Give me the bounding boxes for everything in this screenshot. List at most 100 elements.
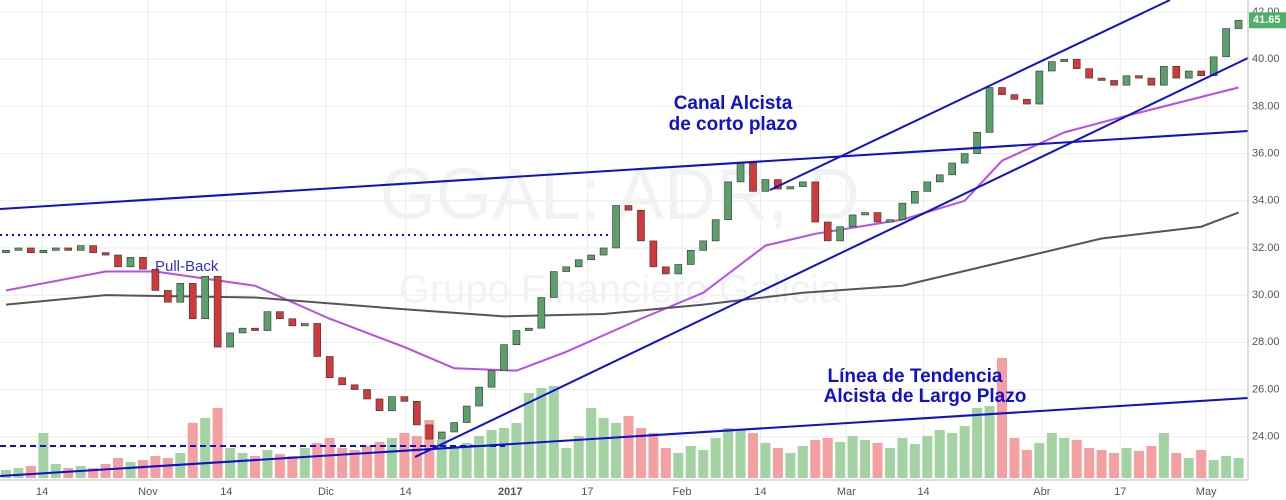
volume-bar: [1021, 450, 1032, 478]
candle-body: [749, 162, 757, 192]
volume-bar: [1121, 448, 1132, 478]
x-tick-label: Mar: [837, 486, 856, 498]
candle-body: [537, 297, 546, 329]
candle-body: [325, 356, 334, 379]
volume-bar: [225, 448, 236, 478]
candle-body: [1184, 70, 1193, 79]
volume-bar: [1084, 448, 1095, 478]
candle-body: [973, 132, 981, 154]
candle-body: [985, 87, 994, 133]
candle-body: [898, 202, 907, 220]
volume-bar: [1096, 450, 1107, 478]
candle-body: [873, 212, 882, 223]
y-tick-label: 36.00: [1252, 147, 1280, 159]
volume-bar: [1133, 451, 1144, 478]
annotation: de corto plazo: [669, 114, 798, 135]
last-price-label: 41.65: [1253, 14, 1281, 26]
watermark-subtitle: Grupo Financiero Galicia: [399, 268, 842, 312]
volume-bar: [1233, 458, 1244, 478]
candle-body: [935, 174, 944, 183]
candle-body: [1160, 65, 1168, 86]
candle-body: [649, 240, 658, 268]
overlay-layer: [5, 86, 1239, 372]
y-tick-label: 24.00: [1252, 431, 1280, 443]
candle-body: [288, 318, 297, 327]
volume-bar: [187, 423, 198, 478]
volume-bar: [984, 406, 995, 478]
candle-body: [512, 330, 521, 345]
candle-body: [76, 245, 85, 251]
volume-bar: [200, 418, 211, 478]
candle-body: [425, 424, 434, 440]
volume-bar: [399, 433, 410, 478]
volume-bar: [785, 453, 796, 478]
volume-bar: [822, 438, 833, 478]
candle-body: [612, 205, 620, 249]
volume-bar: [287, 456, 298, 478]
candle-body: [624, 205, 633, 211]
volume-bar: [1071, 440, 1082, 478]
volume-bar: [50, 464, 61, 478]
x-tick-label: Feb: [673, 486, 692, 498]
volume-bar: [449, 448, 460, 478]
candle-body: [300, 323, 309, 327]
volume-bar: [561, 448, 572, 478]
candle-body: [238, 327, 247, 334]
candle-body: [1023, 99, 1031, 105]
candle-body: [848, 214, 857, 228]
volume-bar: [648, 433, 659, 478]
volume-bar: [312, 443, 323, 478]
candle-body: [213, 275, 222, 348]
x-tick-label: 14: [917, 486, 929, 498]
background: [0, 0, 1248, 480]
volume-bar: [299, 448, 310, 478]
candle-body: [662, 266, 670, 275]
volume-bar: [13, 468, 24, 478]
candle-body: [475, 386, 483, 407]
volume-bar: [884, 448, 895, 478]
candle-body: [861, 212, 869, 216]
candle-body: [188, 283, 197, 320]
candle-body: [276, 311, 284, 320]
candle-body: [263, 311, 272, 331]
annotation: Alcista de Largo Plazo: [824, 386, 1027, 407]
last-price-box: [1249, 12, 1286, 29]
candle-layer: [2, 19, 1243, 440]
annotation: Pull-Back: [155, 258, 219, 275]
candle-body: [363, 389, 371, 400]
volume-bar: [1046, 433, 1057, 478]
y-tick-label: 32.00: [1252, 242, 1280, 254]
candle-body: [350, 384, 359, 390]
candle-body: [437, 431, 446, 440]
volume-bar: [1034, 443, 1045, 478]
volume-bar: [947, 433, 958, 478]
x-tick-label: 17: [581, 486, 593, 498]
candle-body: [487, 370, 496, 388]
volume-bar: [735, 430, 746, 478]
volume-bar: [100, 464, 111, 478]
candle-body: [1110, 80, 1118, 86]
volume-bar: [835, 442, 846, 478]
x-tick-label: 14: [400, 486, 412, 498]
volume-bar: [1208, 460, 1219, 478]
volume-bar: [959, 426, 970, 478]
candle-body: [674, 264, 683, 275]
candle-body: [699, 240, 708, 251]
volume-bar: [25, 466, 36, 478]
x-tick-label: 2017: [498, 486, 522, 498]
candle-body: [400, 396, 409, 402]
volume-bar: [237, 453, 248, 478]
volume-bar: [125, 462, 136, 478]
volume-bar: [635, 428, 646, 478]
y-tick-label: 30.00: [1252, 289, 1280, 301]
candle-body: [1097, 77, 1106, 81]
volume-bar: [723, 428, 734, 478]
y-tick-label: 40.00: [1252, 53, 1280, 65]
candle-body: [1172, 65, 1181, 79]
candle-body: [1147, 77, 1156, 86]
volume-bar: [75, 466, 86, 478]
candle-body: [574, 259, 583, 268]
candle-body: [51, 247, 60, 251]
volume-bar: [710, 438, 721, 478]
volume-bar: [63, 468, 74, 478]
